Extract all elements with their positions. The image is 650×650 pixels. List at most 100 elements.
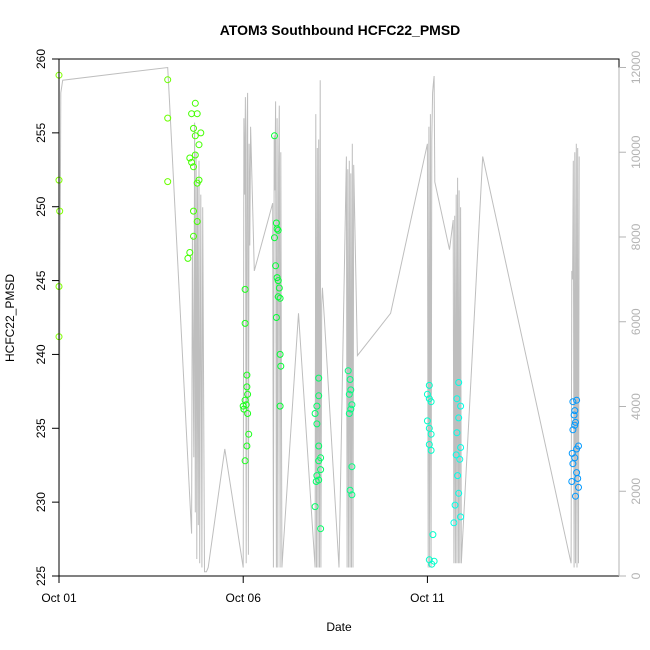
data-point	[164, 76, 172, 84]
data-point	[311, 503, 319, 511]
points-layer	[55, 71, 582, 568]
data-point	[572, 418, 579, 426]
data-point	[190, 124, 197, 132]
data-point	[315, 457, 323, 465]
y-axis: 225 230 235 240 245 250 255 260	[34, 49, 60, 586]
data-point	[313, 402, 321, 410]
data-point	[244, 410, 252, 417]
data-point	[273, 225, 281, 233]
data-point	[191, 151, 199, 159]
x-tick-label: Oct 11	[410, 591, 445, 605]
secondary-y-tick-label: 2000	[629, 478, 643, 505]
data-point	[191, 99, 199, 107]
data-point	[344, 367, 352, 375]
secondary-series-line	[58, 66, 580, 573]
data-point	[193, 218, 201, 225]
data-point	[241, 319, 249, 327]
data-point	[276, 294, 284, 302]
x-axis-label: Date	[326, 620, 352, 634]
data-point	[347, 405, 355, 413]
data-point	[348, 463, 356, 471]
data-point	[427, 446, 435, 454]
y-tick-label: 260	[34, 49, 48, 69]
data-point	[457, 513, 465, 521]
chart-title: ATOM3 Southbound HCFC22_PMSD	[220, 22, 461, 38]
secondary-y-tick-label: 10000	[629, 135, 643, 169]
secondary-y-tick-label: 12000	[629, 50, 643, 84]
data-point	[451, 501, 459, 509]
y-tick-label: 255	[34, 123, 48, 143]
data-point	[346, 376, 354, 383]
x-axis: Oct 01 Oct 06 Oct 11	[41, 575, 445, 605]
data-point	[457, 444, 465, 451]
data-point	[243, 442, 251, 450]
data-point	[190, 207, 197, 215]
data-point	[453, 395, 461, 403]
data-point	[572, 492, 579, 500]
data-point	[195, 141, 203, 149]
y-tick-label: 235	[34, 418, 48, 438]
data-point	[271, 132, 278, 140]
data-point	[272, 262, 280, 270]
data-point	[244, 390, 252, 398]
x-tick-label: Oct 06	[226, 591, 262, 605]
data-point	[56, 207, 64, 215]
data-point	[423, 390, 431, 398]
y-tick-label: 240	[34, 344, 48, 364]
data-point	[315, 392, 323, 400]
data-point	[423, 417, 431, 425]
data-point	[345, 390, 353, 398]
secondary-y-tick-label: 8000	[629, 223, 643, 250]
y-tick-label: 250	[34, 196, 48, 216]
data-point	[427, 398, 435, 406]
y-tick-label: 225	[34, 566, 48, 586]
data-point	[184, 254, 192, 262]
data-point	[197, 129, 205, 137]
data-point	[193, 110, 201, 118]
data-point	[312, 478, 320, 485]
data-point	[569, 460, 577, 468]
data-point	[429, 531, 437, 539]
data-point	[272, 314, 280, 321]
data-point	[347, 386, 355, 394]
data-point	[277, 362, 285, 370]
data-point	[569, 398, 577, 406]
secondary-y-tick-label: 6000	[629, 308, 643, 335]
secondary-y-axis: 0 2000 4000 6000 8000 10000 12000	[618, 50, 643, 579]
data-point	[348, 491, 356, 499]
data-point	[425, 381, 433, 389]
data-point	[190, 163, 197, 171]
data-point	[273, 274, 281, 282]
data-point	[274, 293, 282, 301]
data-point	[186, 154, 194, 162]
data-point	[348, 401, 356, 409]
data-point	[274, 226, 282, 234]
data-point	[317, 466, 325, 474]
y-tick-label: 230	[34, 492, 48, 512]
data-point	[571, 407, 579, 415]
data-point	[453, 429, 461, 437]
y-tick-label: 245	[34, 270, 48, 290]
data-point	[455, 489, 463, 497]
data-point	[271, 234, 278, 242]
data-point	[275, 284, 283, 292]
data-point	[457, 402, 465, 410]
data-point	[452, 451, 460, 459]
data-point	[317, 525, 325, 533]
data-point	[571, 421, 579, 429]
data-point	[315, 442, 323, 450]
data-point	[242, 401, 250, 409]
data-point	[454, 472, 462, 480]
data-point	[241, 457, 249, 465]
data-point	[164, 178, 172, 186]
data-point	[575, 483, 582, 491]
data-point	[345, 410, 353, 417]
data-point	[243, 383, 251, 391]
data-point	[191, 132, 199, 140]
data-point	[568, 478, 576, 485]
data-point	[575, 442, 582, 450]
y-axis-label: HCFC22_PMSD	[3, 274, 17, 362]
data-point	[455, 379, 463, 386]
secondary-y-tick-label: 0	[629, 572, 643, 579]
